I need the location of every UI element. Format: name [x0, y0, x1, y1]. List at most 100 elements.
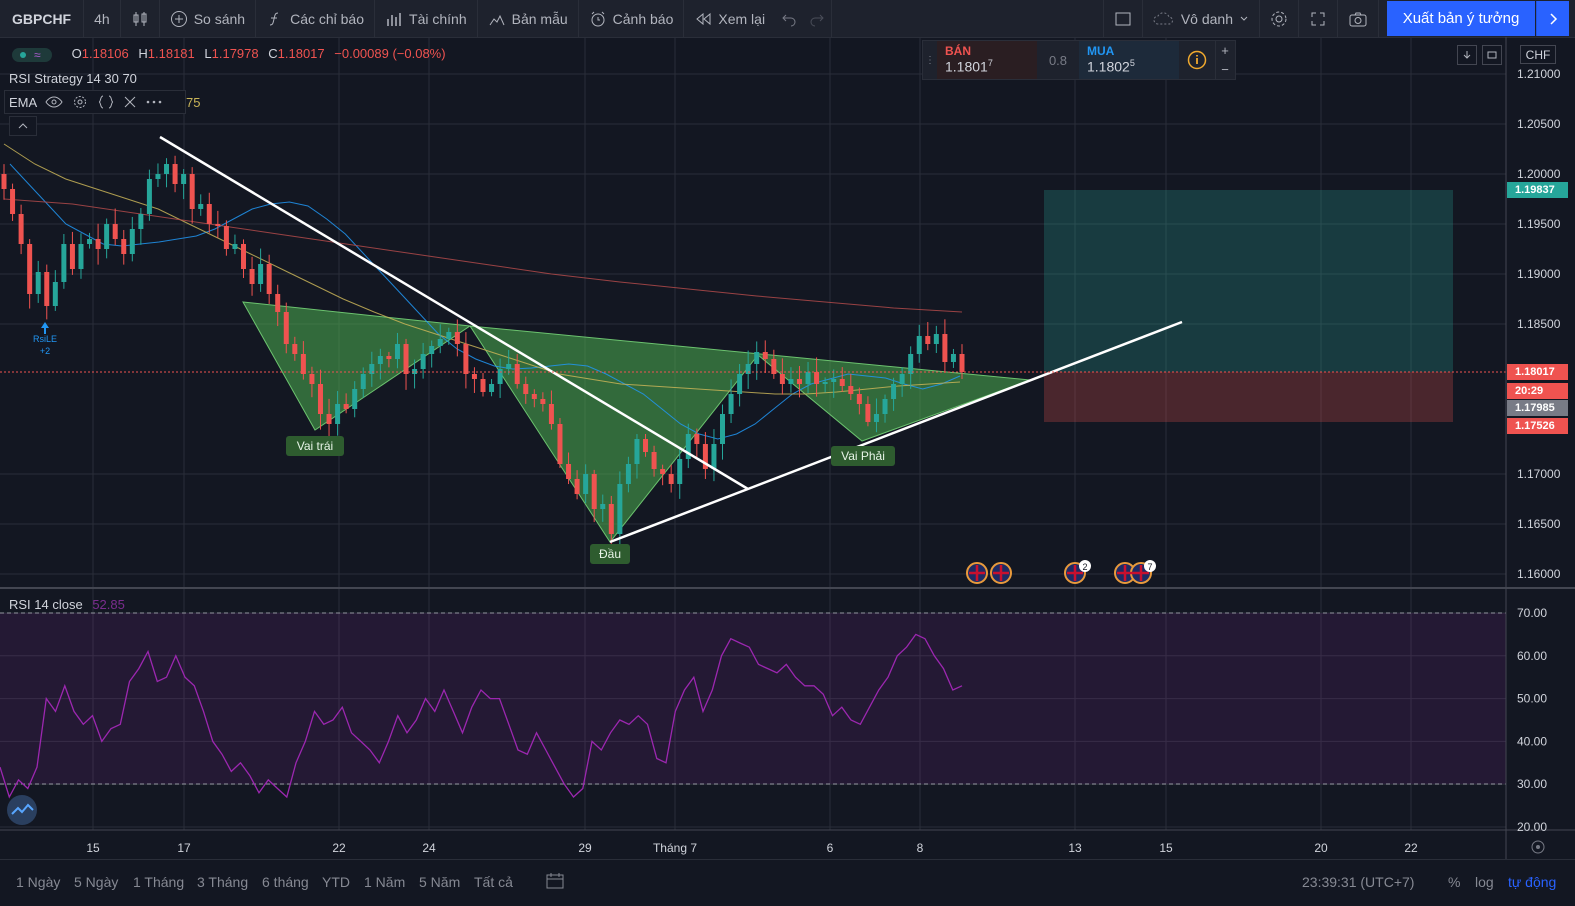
symbol-status-dots[interactable]: ≈ [12, 47, 52, 62]
financials-button[interactable]: Tài chính [375, 0, 478, 37]
position-target-zone[interactable] [1044, 190, 1453, 372]
quantity-plus-button[interactable]: + [1221, 43, 1229, 58]
candle-body [805, 372, 811, 384]
rsi-band [0, 613, 1506, 784]
date-range-button[interactable]: 1 Tháng [133, 874, 185, 890]
candle-body [412, 369, 418, 374]
candle-body [634, 439, 640, 464]
alarm-clock-icon [591, 11, 605, 26]
candle-body [471, 374, 477, 379]
collapse-legend-button[interactable] [9, 116, 37, 136]
uptrend-line[interactable] [609, 320, 1183, 544]
source-code-icon[interactable] [97, 95, 115, 109]
bar-chart-icon [387, 12, 401, 26]
compare-button[interactable]: So sánh [160, 0, 257, 37]
info-button[interactable] [1179, 41, 1215, 79]
layout-name-label: Vô danh [1180, 10, 1233, 27]
price-tick-label: 1.19500 [1517, 217, 1561, 231]
date-range-button[interactable]: 5 Ngày [74, 874, 119, 890]
template-icon [489, 14, 505, 25]
fullscreen-layout-button[interactable] [1102, 0, 1143, 37]
symbol-search-button[interactable]: GBPCHF [0, 0, 85, 37]
date-range-button[interactable]: 1 Năm [364, 874, 406, 890]
date-range-button[interactable]: 1 Ngày [16, 874, 61, 890]
candle-body [942, 334, 948, 362]
rsi-legend[interactable]: RSI 14 close 52.85 [9, 597, 125, 612]
candle-body [908, 354, 914, 374]
tradingview-logo[interactable] [7, 795, 37, 825]
uk-flag-icon[interactable] [966, 562, 988, 584]
price-chart[interactable]: 1.21000 1.20500 1.20000 1.19500 1.19000 1.185… [0, 37, 1575, 859]
head-label[interactable]: Đầu [590, 544, 630, 564]
candle-body [164, 164, 170, 174]
cloud-icon [1153, 11, 1173, 24]
clock-label[interactable]: 23:39:31 (UTC+7) [1302, 874, 1415, 890]
ema-legend[interactable]: EMA [4, 90, 186, 114]
last-price-tag: 1.18017 [1507, 364, 1568, 380]
position-stop-zone[interactable] [1044, 372, 1453, 422]
quantity-minus-button[interactable]: − [1221, 62, 1229, 77]
price-axis[interactable]: 1.21000 1.20500 1.20000 1.19500 1.19000 1.185… [1517, 67, 1561, 581]
candle-body [557, 424, 563, 464]
eye-icon[interactable] [45, 95, 63, 109]
interval-button[interactable]: 4h [84, 0, 121, 37]
settings-button[interactable] [1260, 0, 1299, 37]
candle-body [326, 414, 332, 424]
indicators-button[interactable]: Các chỉ báo [256, 0, 376, 37]
percent-toggle[interactable]: % [1448, 874, 1461, 890]
snapshot-button[interactable] [1338, 0, 1379, 37]
date-range-button[interactable]: YTD [322, 874, 350, 890]
close-icon[interactable] [123, 95, 137, 109]
right-shoulder-label[interactable]: Vai Phải [831, 446, 895, 466]
date-range-button[interactable]: 6 tháng [262, 874, 309, 890]
open-label: O [71, 46, 82, 61]
goto-date-button[interactable] [545, 872, 565, 893]
buy-button[interactable]: MUA 1.18025 [1079, 41, 1179, 79]
gear-icon[interactable] [71, 95, 89, 109]
publish-idea-button[interactable]: Xuất bản ý tưởng [1387, 1, 1535, 36]
date-range-button[interactable]: 5 Năm [419, 874, 461, 890]
time-axis[interactable]: 15 17 22 24 29 Tháng 7 6 8 13 15 20 22 [86, 841, 1418, 855]
bottom-toolbar: 1 Ngày 5 Ngày 1 Tháng 3 Tháng 6 tháng YTD 1 Nă… [0, 859, 1575, 906]
left-shoulder-label[interactable]: Vai trái [286, 436, 344, 456]
date-range-button[interactable]: 3 Tháng [197, 874, 249, 890]
rsi-long-entry-signal[interactable]: RsiLE +2 [33, 322, 57, 356]
candle-body [241, 244, 246, 269]
high-label: H [138, 46, 148, 61]
replay-button[interactable]: Xem lại [684, 0, 775, 37]
candle-body [69, 244, 75, 269]
auto-scale-toggle[interactable]: tự động [1508, 874, 1557, 890]
rsi-axis[interactable]: 70.00 60.00 50.00 40.00 30.00 20.00 [1517, 606, 1547, 834]
redo-icon [810, 14, 824, 26]
chart-type-button[interactable] [121, 0, 160, 37]
currency-label[interactable]: CHF [1520, 45, 1556, 64]
layout-name-button[interactable]: Vô danh [1143, 0, 1260, 37]
chevron-down-icon [1240, 16, 1248, 21]
maximize-pane-button[interactable] [1482, 45, 1502, 65]
candle-body [394, 344, 400, 359]
indicators-label: Các chỉ báo [290, 10, 365, 27]
price-tick-label: 1.21000 [1517, 67, 1561, 81]
undo-button[interactable] [775, 0, 803, 37]
maximize-icon [1487, 51, 1497, 59]
scroll-down-button[interactable] [1457, 45, 1477, 65]
fullscreen-button[interactable] [1299, 0, 1338, 37]
more-icon[interactable] [145, 95, 163, 109]
downtrend-line[interactable] [159, 135, 749, 491]
redo-button[interactable] [803, 0, 833, 37]
log-toggle[interactable]: log [1475, 874, 1494, 890]
countdown-tag: 20:29 [1507, 383, 1568, 399]
chart-settings-button[interactable] [1531, 840, 1545, 854]
alerts-button[interactable]: Cảnh báo [579, 0, 685, 37]
event-count-badge: 2 [1082, 562, 1087, 572]
buy-price-pip: 5 [1129, 58, 1135, 68]
economic-events[interactable]: 2 7 [1, 37, 1156, 583]
publish-menu-button[interactable] [1536, 1, 1569, 36]
strategy-legend[interactable]: RSI Strategy 14 30 70 [9, 71, 137, 86]
templates-button[interactable]: Bản mẫu [478, 0, 579, 37]
date-range-button[interactable]: Tất cả [474, 874, 513, 890]
ema-line [3, 143, 961, 395]
drag-handle-icon[interactable]: ⋮ [925, 54, 935, 66]
stop-price-tag: 1.17526 [1507, 418, 1568, 434]
sell-button[interactable]: BÁN 1.18017 [937, 41, 1037, 79]
